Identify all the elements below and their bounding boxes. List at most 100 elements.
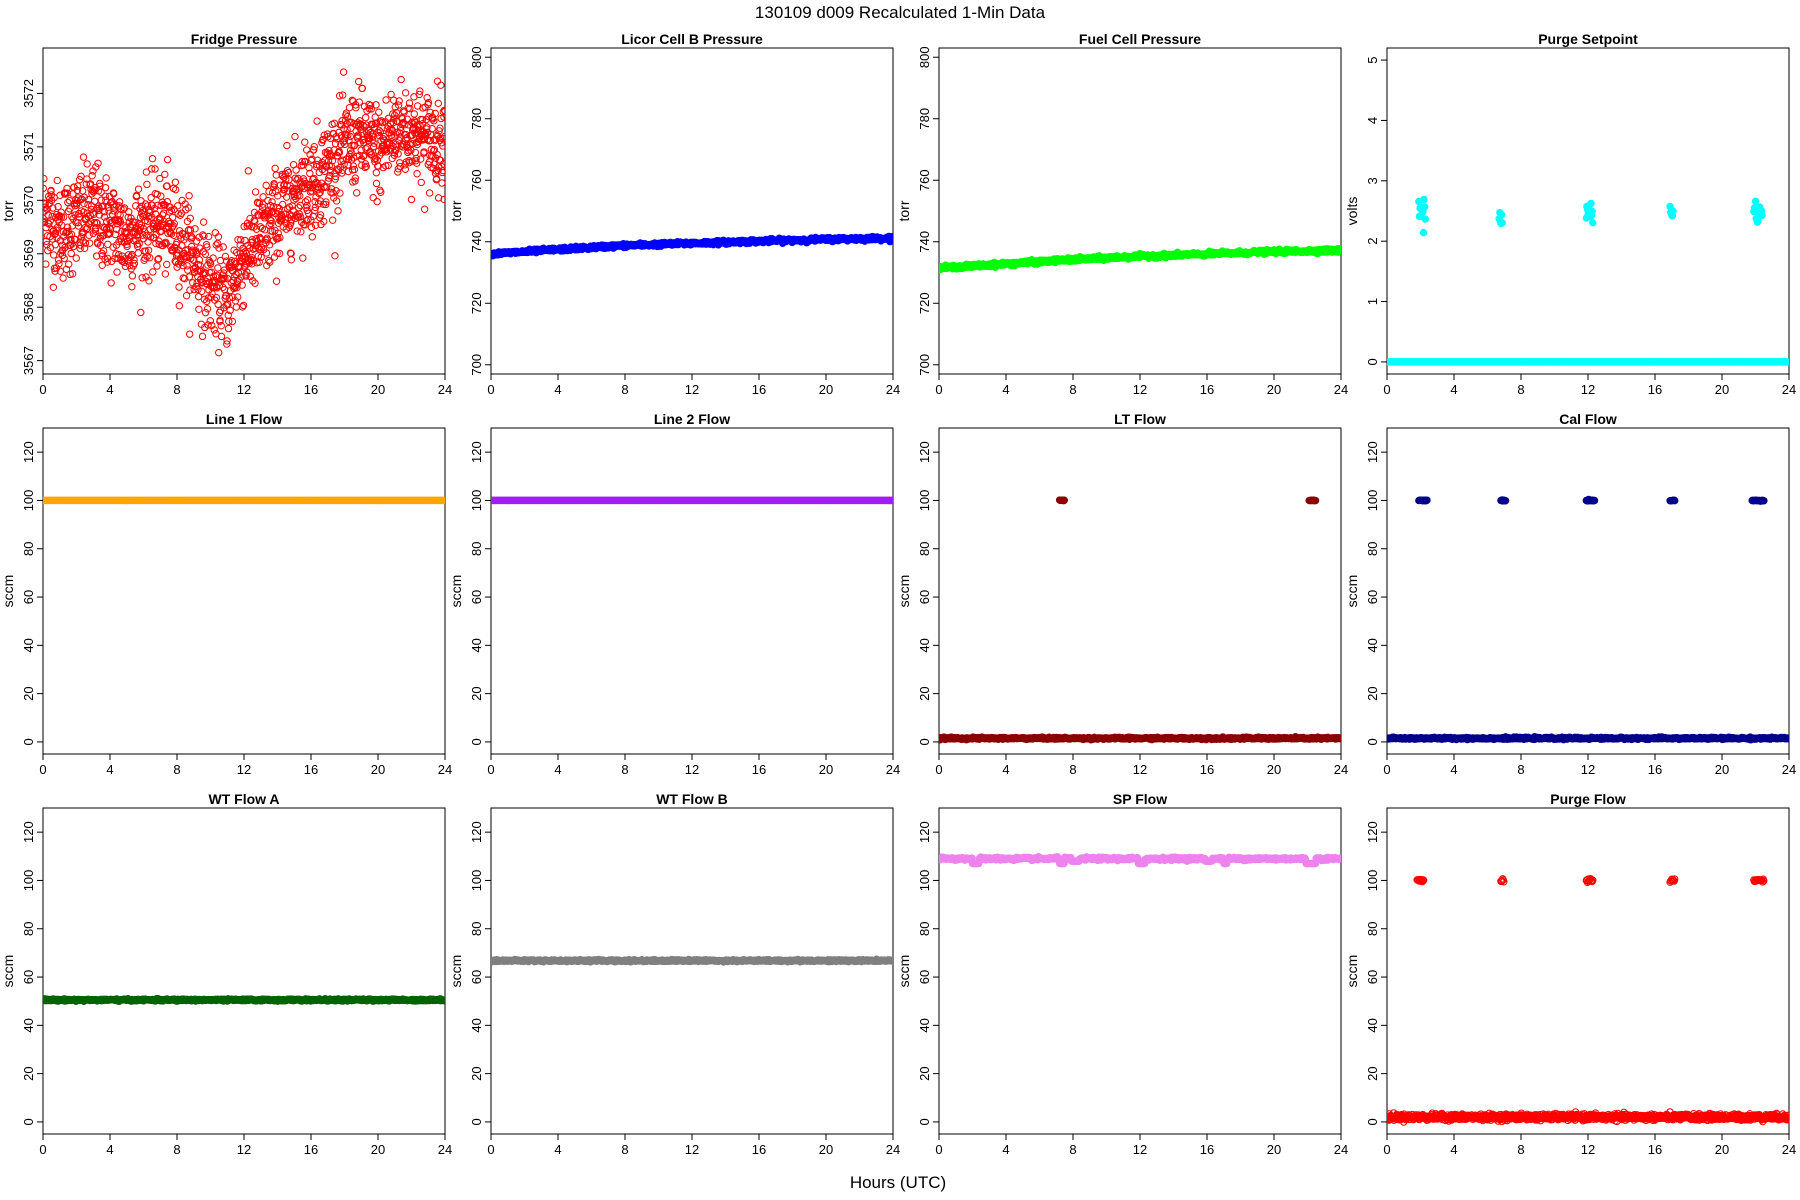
data-point bbox=[238, 281, 246, 289]
x-tick-label: 0 bbox=[935, 382, 942, 397]
data-point bbox=[43, 260, 50, 268]
data-point bbox=[219, 243, 227, 251]
data-point bbox=[173, 202, 182, 210]
data-point bbox=[372, 169, 380, 177]
series-fridge-pressure bbox=[43, 68, 445, 357]
data-point bbox=[435, 155, 444, 164]
data-point bbox=[271, 164, 279, 173]
data-point bbox=[217, 332, 226, 341]
data-point bbox=[332, 197, 341, 205]
data-point bbox=[274, 229, 282, 237]
data-point bbox=[166, 203, 174, 211]
data-point bbox=[72, 254, 80, 262]
data-point bbox=[322, 200, 330, 209]
data-point bbox=[306, 169, 314, 178]
panel-title: Licor Cell B Pressure bbox=[621, 31, 763, 47]
data-point bbox=[236, 262, 244, 271]
data-point bbox=[282, 193, 291, 201]
data-point bbox=[316, 211, 325, 219]
data-point bbox=[112, 250, 120, 258]
data-point bbox=[232, 303, 241, 311]
data-point bbox=[59, 213, 68, 221]
data-point bbox=[405, 99, 414, 107]
data-point bbox=[53, 223, 62, 231]
data-point bbox=[388, 133, 396, 142]
data-point bbox=[86, 180, 95, 188]
y-axis-label: torr bbox=[896, 200, 912, 221]
data-point bbox=[239, 301, 248, 310]
data-point bbox=[268, 198, 276, 206]
y-tick-label: 60 bbox=[469, 590, 484, 604]
data-point bbox=[163, 182, 171, 190]
data-point bbox=[257, 243, 266, 252]
data-point bbox=[179, 261, 187, 270]
data-point bbox=[43, 184, 47, 193]
y-tick-label: 760 bbox=[917, 169, 932, 191]
data-point bbox=[149, 268, 157, 276]
data-point bbox=[311, 221, 320, 230]
data-point bbox=[342, 109, 351, 117]
data-point bbox=[439, 160, 445, 168]
data-point bbox=[391, 133, 399, 141]
data-point bbox=[137, 308, 145, 317]
data-point bbox=[63, 223, 72, 231]
data-point bbox=[204, 294, 213, 302]
data-point bbox=[111, 230, 120, 239]
series-fuel-cell-pressure bbox=[939, 244, 1341, 274]
data-point bbox=[194, 285, 202, 294]
data-point bbox=[441, 496, 445, 505]
data-point bbox=[90, 197, 99, 206]
data-point bbox=[194, 292, 203, 301]
x-tick-label: 4 bbox=[106, 762, 113, 777]
data-point bbox=[275, 249, 284, 258]
plot-frame bbox=[938, 47, 1342, 375]
x-tick-label: 20 bbox=[819, 762, 833, 777]
data-point bbox=[55, 260, 63, 268]
y-axis-label: torr bbox=[0, 200, 16, 221]
data-point bbox=[303, 146, 311, 154]
data-point bbox=[144, 246, 153, 254]
data-point bbox=[207, 268, 216, 276]
data-point bbox=[220, 269, 228, 277]
panel-title: Line 1 Flow bbox=[206, 411, 282, 427]
series-licor-cell-b-pressure bbox=[491, 232, 893, 260]
data-point bbox=[83, 160, 91, 168]
x-tick-label: 24 bbox=[1782, 382, 1796, 397]
x-tick-label: 24 bbox=[438, 382, 452, 397]
data-point bbox=[266, 201, 275, 210]
data-point bbox=[130, 256, 138, 264]
y-tick-label: 700 bbox=[469, 354, 484, 376]
data-point bbox=[63, 189, 72, 197]
data-point bbox=[69, 242, 78, 251]
data-point bbox=[278, 200, 287, 209]
data-point bbox=[308, 233, 316, 241]
x-tick-label: 16 bbox=[304, 382, 318, 397]
data-point bbox=[366, 101, 375, 110]
data-point bbox=[190, 256, 198, 265]
y-tick-label: 3571 bbox=[21, 132, 36, 161]
data-point bbox=[368, 132, 376, 141]
data-point bbox=[96, 241, 105, 250]
data-point bbox=[370, 139, 378, 147]
data-point bbox=[327, 166, 335, 175]
data-point bbox=[297, 228, 305, 236]
data-point bbox=[345, 103, 354, 112]
data-point bbox=[392, 108, 401, 117]
y-tick-label: 800 bbox=[469, 46, 484, 68]
y-tick-label: 3569 bbox=[21, 239, 36, 268]
data-point bbox=[146, 254, 154, 262]
data-point bbox=[233, 280, 241, 288]
y-tick-label: 40 bbox=[469, 638, 484, 652]
y-tick-label: 760 bbox=[469, 169, 484, 191]
data-point bbox=[310, 146, 318, 154]
data-point bbox=[296, 192, 304, 200]
data-point bbox=[238, 303, 247, 311]
series-line-2-flow bbox=[491, 496, 893, 505]
data-point bbox=[48, 235, 57, 243]
data-point bbox=[350, 165, 359, 174]
data-point bbox=[401, 89, 410, 97]
data-point bbox=[203, 297, 211, 306]
data-point bbox=[132, 191, 141, 200]
